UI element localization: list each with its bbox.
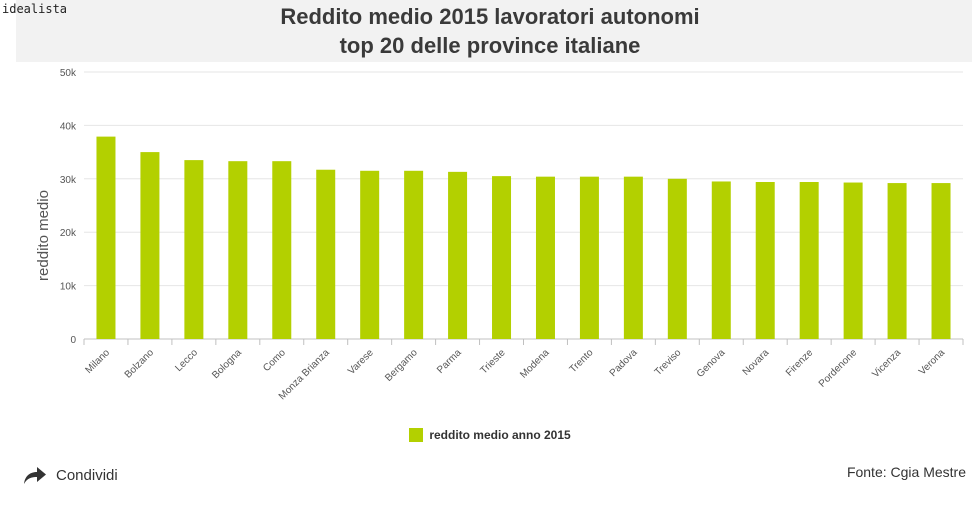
legend[interactable]: reddito medio anno 2015 [0, 428, 980, 442]
bar-lecco [184, 160, 204, 339]
chart-title-line-1: Reddito medio 2015 lavoratori autonomi [280, 4, 700, 29]
x-tick-label: Parma [435, 347, 464, 376]
x-tick-label: Padova [608, 347, 640, 379]
bar-bergamo [404, 170, 424, 339]
x-tick-label: Vicenza [870, 347, 903, 380]
bar-bolzano [140, 152, 160, 339]
header-band [16, 0, 972, 62]
bar-pordenone [843, 182, 863, 339]
bar-como [272, 161, 292, 339]
brand-logo: idealista [2, 2, 68, 16]
x-tick-label: Bolzano [123, 347, 157, 381]
share-arrow-icon [24, 467, 46, 484]
x-tick-label: Trieste [479, 347, 508, 376]
bar-treviso [667, 178, 687, 339]
y-tick-label: 0 [70, 335, 76, 346]
legend-swatch [409, 428, 424, 442]
bar-genova [711, 181, 731, 339]
y-tick-label: 50k [60, 68, 77, 79]
bar-parma [448, 171, 468, 339]
bar-verona [931, 183, 951, 339]
bar-novara [755, 182, 775, 339]
share-button[interactable]: Condividi [22, 465, 118, 485]
x-tick-label: Novara [741, 347, 772, 378]
x-tick-label: Pordenone [817, 347, 860, 390]
chart-title: Reddito medio 2015 lavoratori autonomi t… [0, 2, 980, 60]
bar-bologna [228, 161, 248, 339]
y-tick-label: 10k [60, 282, 77, 293]
x-tick-label: Bergamo [383, 347, 420, 384]
bar-varese [360, 170, 380, 339]
x-tick-label: Firenze [784, 347, 816, 379]
legend-label: reddito medio anno 2015 [429, 428, 571, 442]
bar-monza-brianza [316, 169, 336, 339]
y-axis-title: reddito medio [35, 190, 52, 281]
y-tick-label: 20k [60, 228, 77, 239]
bar-vicenza [887, 183, 907, 339]
bar-trieste [492, 176, 512, 339]
chart-title-line-2: top 20 delle province italiane [339, 33, 641, 58]
share-label: Condividi [56, 466, 118, 484]
x-tick-label: Lecco [173, 347, 200, 374]
x-tick-label: Treviso [653, 347, 684, 378]
x-tick-label: Bologna [210, 347, 244, 381]
bar-padova [623, 176, 643, 339]
bar-trento [579, 176, 599, 339]
x-tick-label: Milano [83, 347, 112, 376]
y-tick-label: 30k [60, 175, 77, 186]
bar-modena [535, 176, 555, 339]
x-tick-label: Varese [346, 347, 376, 377]
bar-firenze [799, 182, 819, 339]
x-tick-label: Trento [568, 347, 596, 375]
x-tick-label: Modena [518, 347, 552, 381]
x-tick-label: Como [261, 347, 288, 374]
source-note: Fonte: Cgia Mestre [846, 464, 966, 480]
bar-milano [96, 136, 116, 339]
x-tick-label: Genova [695, 347, 728, 380]
y-tick-label: 40k [60, 121, 77, 132]
x-tick-label: Verona [917, 347, 947, 377]
